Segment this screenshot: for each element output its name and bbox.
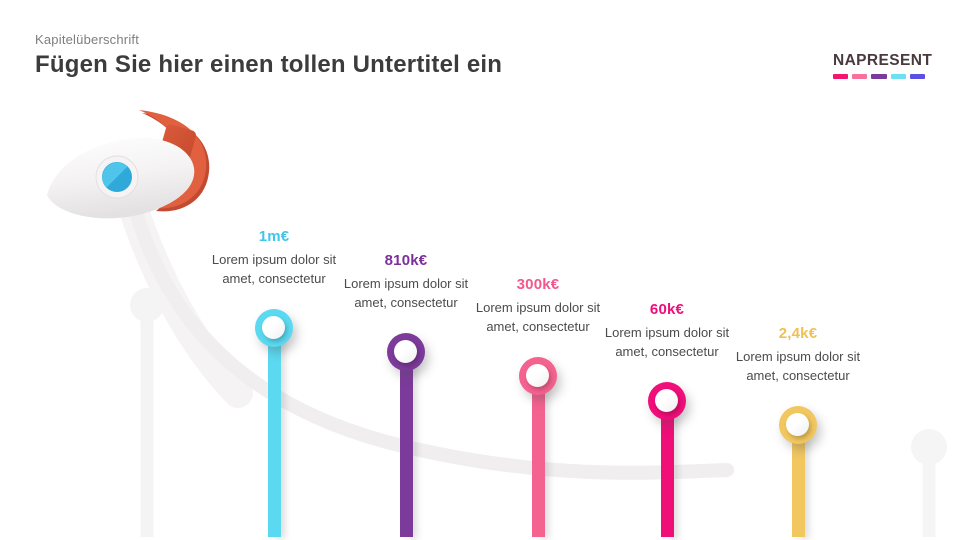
- logo-wordmark: NAPRESENT: [833, 52, 933, 69]
- pin-head-inner-circle: [786, 413, 809, 436]
- pin-head: [779, 406, 817, 444]
- pin-stem: [267, 328, 281, 537]
- logo-dash: [871, 74, 887, 79]
- pin-stem: [399, 352, 413, 537]
- logo-dash: [833, 74, 849, 79]
- napresent-logo: NAPRESENT: [833, 52, 933, 79]
- pin-head: [387, 333, 425, 371]
- rocket-illustration: [47, 110, 210, 219]
- milestone-value: 60k€: [649, 301, 685, 318]
- milestone-label: 2,4k€ Lorem ipsum dolor sit amet, consec…: [723, 325, 873, 386]
- rocket-window: [95, 155, 139, 199]
- pin-stem: [660, 401, 674, 537]
- pin-stem: [531, 376, 545, 537]
- milestone-description: Lorem ipsum dolor sit amet, consectetur: [343, 276, 469, 310]
- logo-dash: [909, 74, 926, 79]
- chapter-kicker: Kapitelüberschrift: [35, 32, 140, 47]
- pin-head-inner-circle: [655, 389, 678, 412]
- milestone-label: 810k€ Lorem ipsum dolor sit amet, consec…: [331, 252, 481, 313]
- logo-dash: [890, 74, 906, 79]
- pin-head: [255, 309, 293, 347]
- milestone-description: Lorem ipsum dolor sit amet, consectetur: [735, 349, 861, 383]
- milestone-description: Lorem ipsum dolor sit amet, consectetur: [604, 325, 730, 359]
- milestone-label: 300k€ Lorem ipsum dolor sit amet, consec…: [463, 276, 613, 337]
- logo-dash: [852, 74, 868, 79]
- milestone-value: 300k€: [516, 276, 560, 293]
- background-pin-right: [911, 429, 947, 537]
- milestone-label: 60k€ Lorem ipsum dolor sit amet, consect…: [592, 301, 742, 362]
- pin-head-inner-circle: [526, 364, 549, 387]
- pin-head-inner-circle: [262, 316, 285, 339]
- milestone-value: 810k€: [384, 252, 428, 269]
- logo-color-dashes: [833, 74, 926, 79]
- pin-stem: [791, 425, 805, 537]
- pin-head: [648, 382, 686, 420]
- milestone-description: Lorem ipsum dolor sit amet, consectetur: [475, 300, 601, 334]
- milestone-label: 1m€ Lorem ipsum dolor sit amet, consecte…: [199, 228, 349, 289]
- milestone-value: 1m€: [258, 228, 290, 245]
- background-pin-left: [130, 288, 164, 537]
- milestone-description: Lorem ipsum dolor sit amet, consectetur: [211, 252, 337, 286]
- pin-head-inner-circle: [394, 340, 417, 363]
- pin-head: [519, 357, 557, 395]
- milestone-value: 2,4k€: [778, 325, 818, 342]
- slide-title: Fügen Sie hier einen tollen Untertitel e…: [35, 51, 503, 78]
